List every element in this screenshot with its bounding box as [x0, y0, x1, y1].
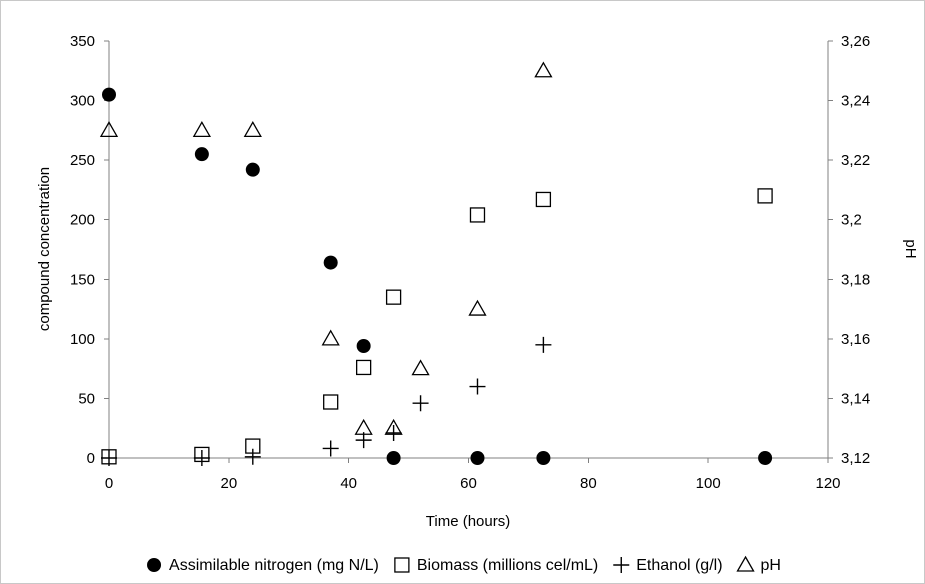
- legend-ethanol-symbol: [613, 557, 630, 573]
- series-ph: [99, 61, 553, 435]
- ph-point: [354, 418, 373, 435]
- y-tick-label: 350: [70, 33, 95, 50]
- data-points: [99, 61, 773, 466]
- ph-point: [321, 329, 340, 346]
- ethanol-point: [469, 378, 486, 395]
- y2-tick-label: 3,24: [841, 93, 870, 110]
- biomass-point: [385, 289, 402, 305]
- nitrogen-point: [323, 255, 338, 270]
- y-tick-label: 50: [78, 390, 95, 407]
- x-tick-label: 100: [696, 475, 721, 492]
- y-tick-label: 0: [87, 450, 95, 467]
- nitrogen-point: [356, 339, 371, 354]
- x-tick-label: 40: [340, 475, 357, 492]
- series-nitrogen: [102, 87, 773, 465]
- y-tick-label: 250: [70, 152, 95, 169]
- biomass-point: [355, 359, 372, 376]
- ethanol-point: [385, 424, 402, 441]
- legend: Assimilable nitrogen (mg N/L) Biomass (mi…: [147, 555, 781, 574]
- x-tick-label: 20: [220, 475, 237, 492]
- series-biomass: [101, 188, 773, 465]
- legend-label: Biomass (millions cel/mL): [417, 557, 598, 574]
- ph-point: [192, 121, 211, 138]
- y2-tick-label: 3,26: [841, 33, 870, 50]
- ethanol-point: [244, 448, 261, 465]
- ethanol-point: [412, 395, 429, 412]
- y2-tick-label: 3,2: [841, 212, 862, 229]
- y-tick-label: 200: [70, 212, 95, 229]
- nitrogen-point: [758, 451, 773, 465]
- legend-label: Assimilable nitrogen (mg N/L): [169, 557, 379, 574]
- x-tick-label: 80: [580, 475, 597, 492]
- y-tick-label: 300: [70, 93, 95, 110]
- biomass-point: [323, 394, 339, 410]
- nitrogen-point: [536, 451, 551, 465]
- biomass-point: [757, 188, 773, 204]
- legend-ph-symbol: [736, 555, 755, 572]
- y-tick-label: 100: [70, 331, 95, 348]
- x-tick-label: 0: [105, 475, 113, 492]
- tick-labels: 0 20 40 60 80 100 120 0 50 100 150 200 250 300 350 3,12…: [70, 33, 870, 492]
- biomass-point: [535, 191, 552, 208]
- y2-axis-title: pH: [902, 239, 919, 258]
- ph-point: [243, 121, 262, 138]
- y2-tick-label: 3,16: [841, 331, 870, 348]
- legend-nitrogen-symbol: [147, 558, 162, 572]
- y2-tick-label: 3,22: [841, 152, 870, 169]
- legend-biomass-symbol: [394, 557, 410, 573]
- series-ethanol: [101, 336, 552, 466]
- y-tick-label: 150: [70, 271, 95, 288]
- y2-tick-label: 3,18: [841, 271, 870, 288]
- nitrogen-point: [386, 451, 401, 465]
- axes: [104, 40, 833, 463]
- y2-tick-label: 3,14: [841, 390, 870, 407]
- legend-label: Ethanol (g/l): [636, 557, 722, 574]
- x-axis-title: Time (hours): [426, 513, 510, 530]
- nitrogen-point: [470, 451, 485, 465]
- legend-label: pH: [761, 557, 781, 574]
- ethanol-point: [535, 336, 552, 353]
- x-tick-label: 60: [460, 475, 477, 492]
- ph-point: [384, 418, 403, 435]
- nitrogen-point: [245, 162, 260, 177]
- ethanol-point: [193, 450, 210, 466]
- y-axis-title: compound concentration: [36, 167, 53, 331]
- x-tick-label: 120: [815, 475, 840, 492]
- biomass-point: [469, 207, 486, 223]
- ph-point: [468, 299, 487, 316]
- y2-tick-label: 3,12: [841, 450, 870, 467]
- ethanol-point: [101, 450, 117, 466]
- nitrogen-point: [194, 147, 209, 162]
- nitrogen-point: [102, 87, 116, 102]
- ethanol-point: [322, 440, 339, 457]
- ph-point: [411, 359, 430, 376]
- ph-point: [99, 121, 119, 138]
- ph-point: [534, 61, 553, 78]
